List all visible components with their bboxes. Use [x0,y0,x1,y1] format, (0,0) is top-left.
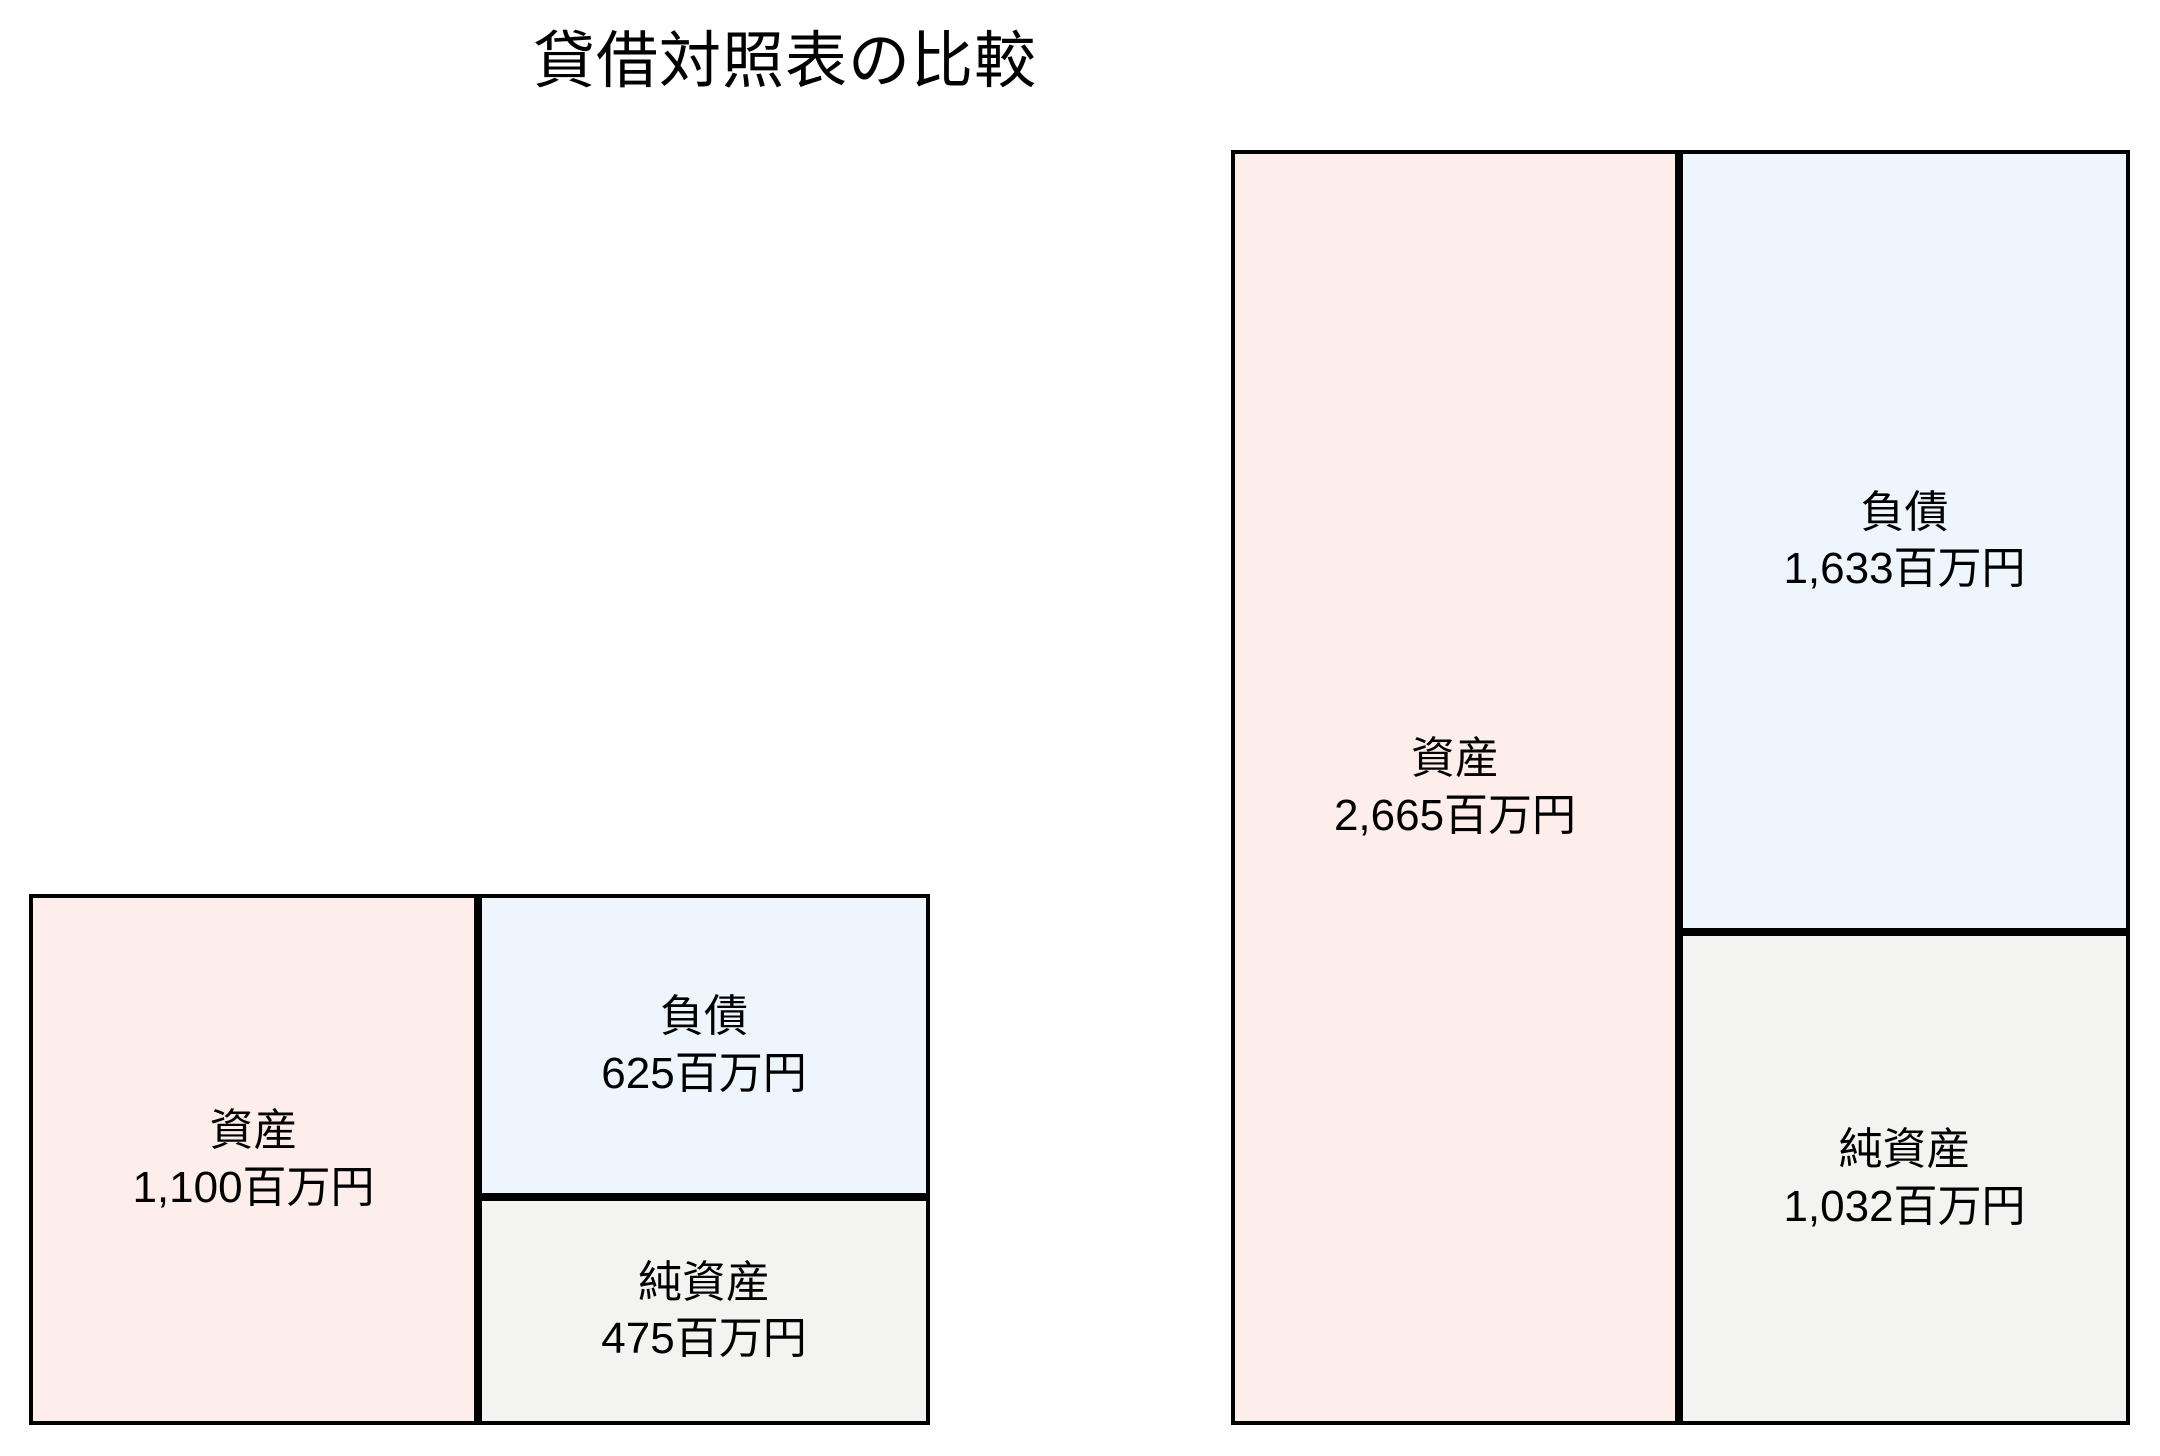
right-networth-value: 1,032百万円 [1783,1181,2026,1231]
left-networth-label: 純資産 [638,1257,770,1307]
balance-sheet-diagram-right: 資産 2,665百万円 負債 1,633百万円 純資産 1,032百万円 [1231,150,2130,1425]
left-liability-value: 625百万円 [601,1048,807,1098]
right-networth-box: 純資産 1,032百万円 [1679,932,2130,1425]
left-liability-label: 負債 [660,992,748,1042]
left-asset-label: 資産 [209,1106,298,1156]
left-liability-box: 負債 625百万円 [478,894,930,1197]
right-liability-value: 1,633百万円 [1783,544,2026,593]
right-asset-label: 資産 [1411,734,1499,784]
right-asset-value: 2,665百万円 [1333,790,1577,840]
right-liability-box: 負債 1,633百万円 [1679,150,2130,932]
right-asset-box: 資産 2,665百万円 [1231,150,1679,1425]
left-networth-box: 純資産 475百万円 [478,1197,930,1425]
right-networth-label: 純資産 [1838,1125,1971,1175]
page-title: 貸借対照表の比較 [532,27,1037,96]
left-networth-value: 475百万円 [601,1314,807,1363]
right-liability-label: 負債 [1860,487,1949,537]
balance-sheet-diagram-left: 資産 1,100百万円 負債 625百万円 純資産 475百万円 [29,894,930,1425]
left-asset-value: 1,100百万円 [132,1162,375,1212]
left-asset-box: 資産 1,100百万円 [29,894,478,1425]
